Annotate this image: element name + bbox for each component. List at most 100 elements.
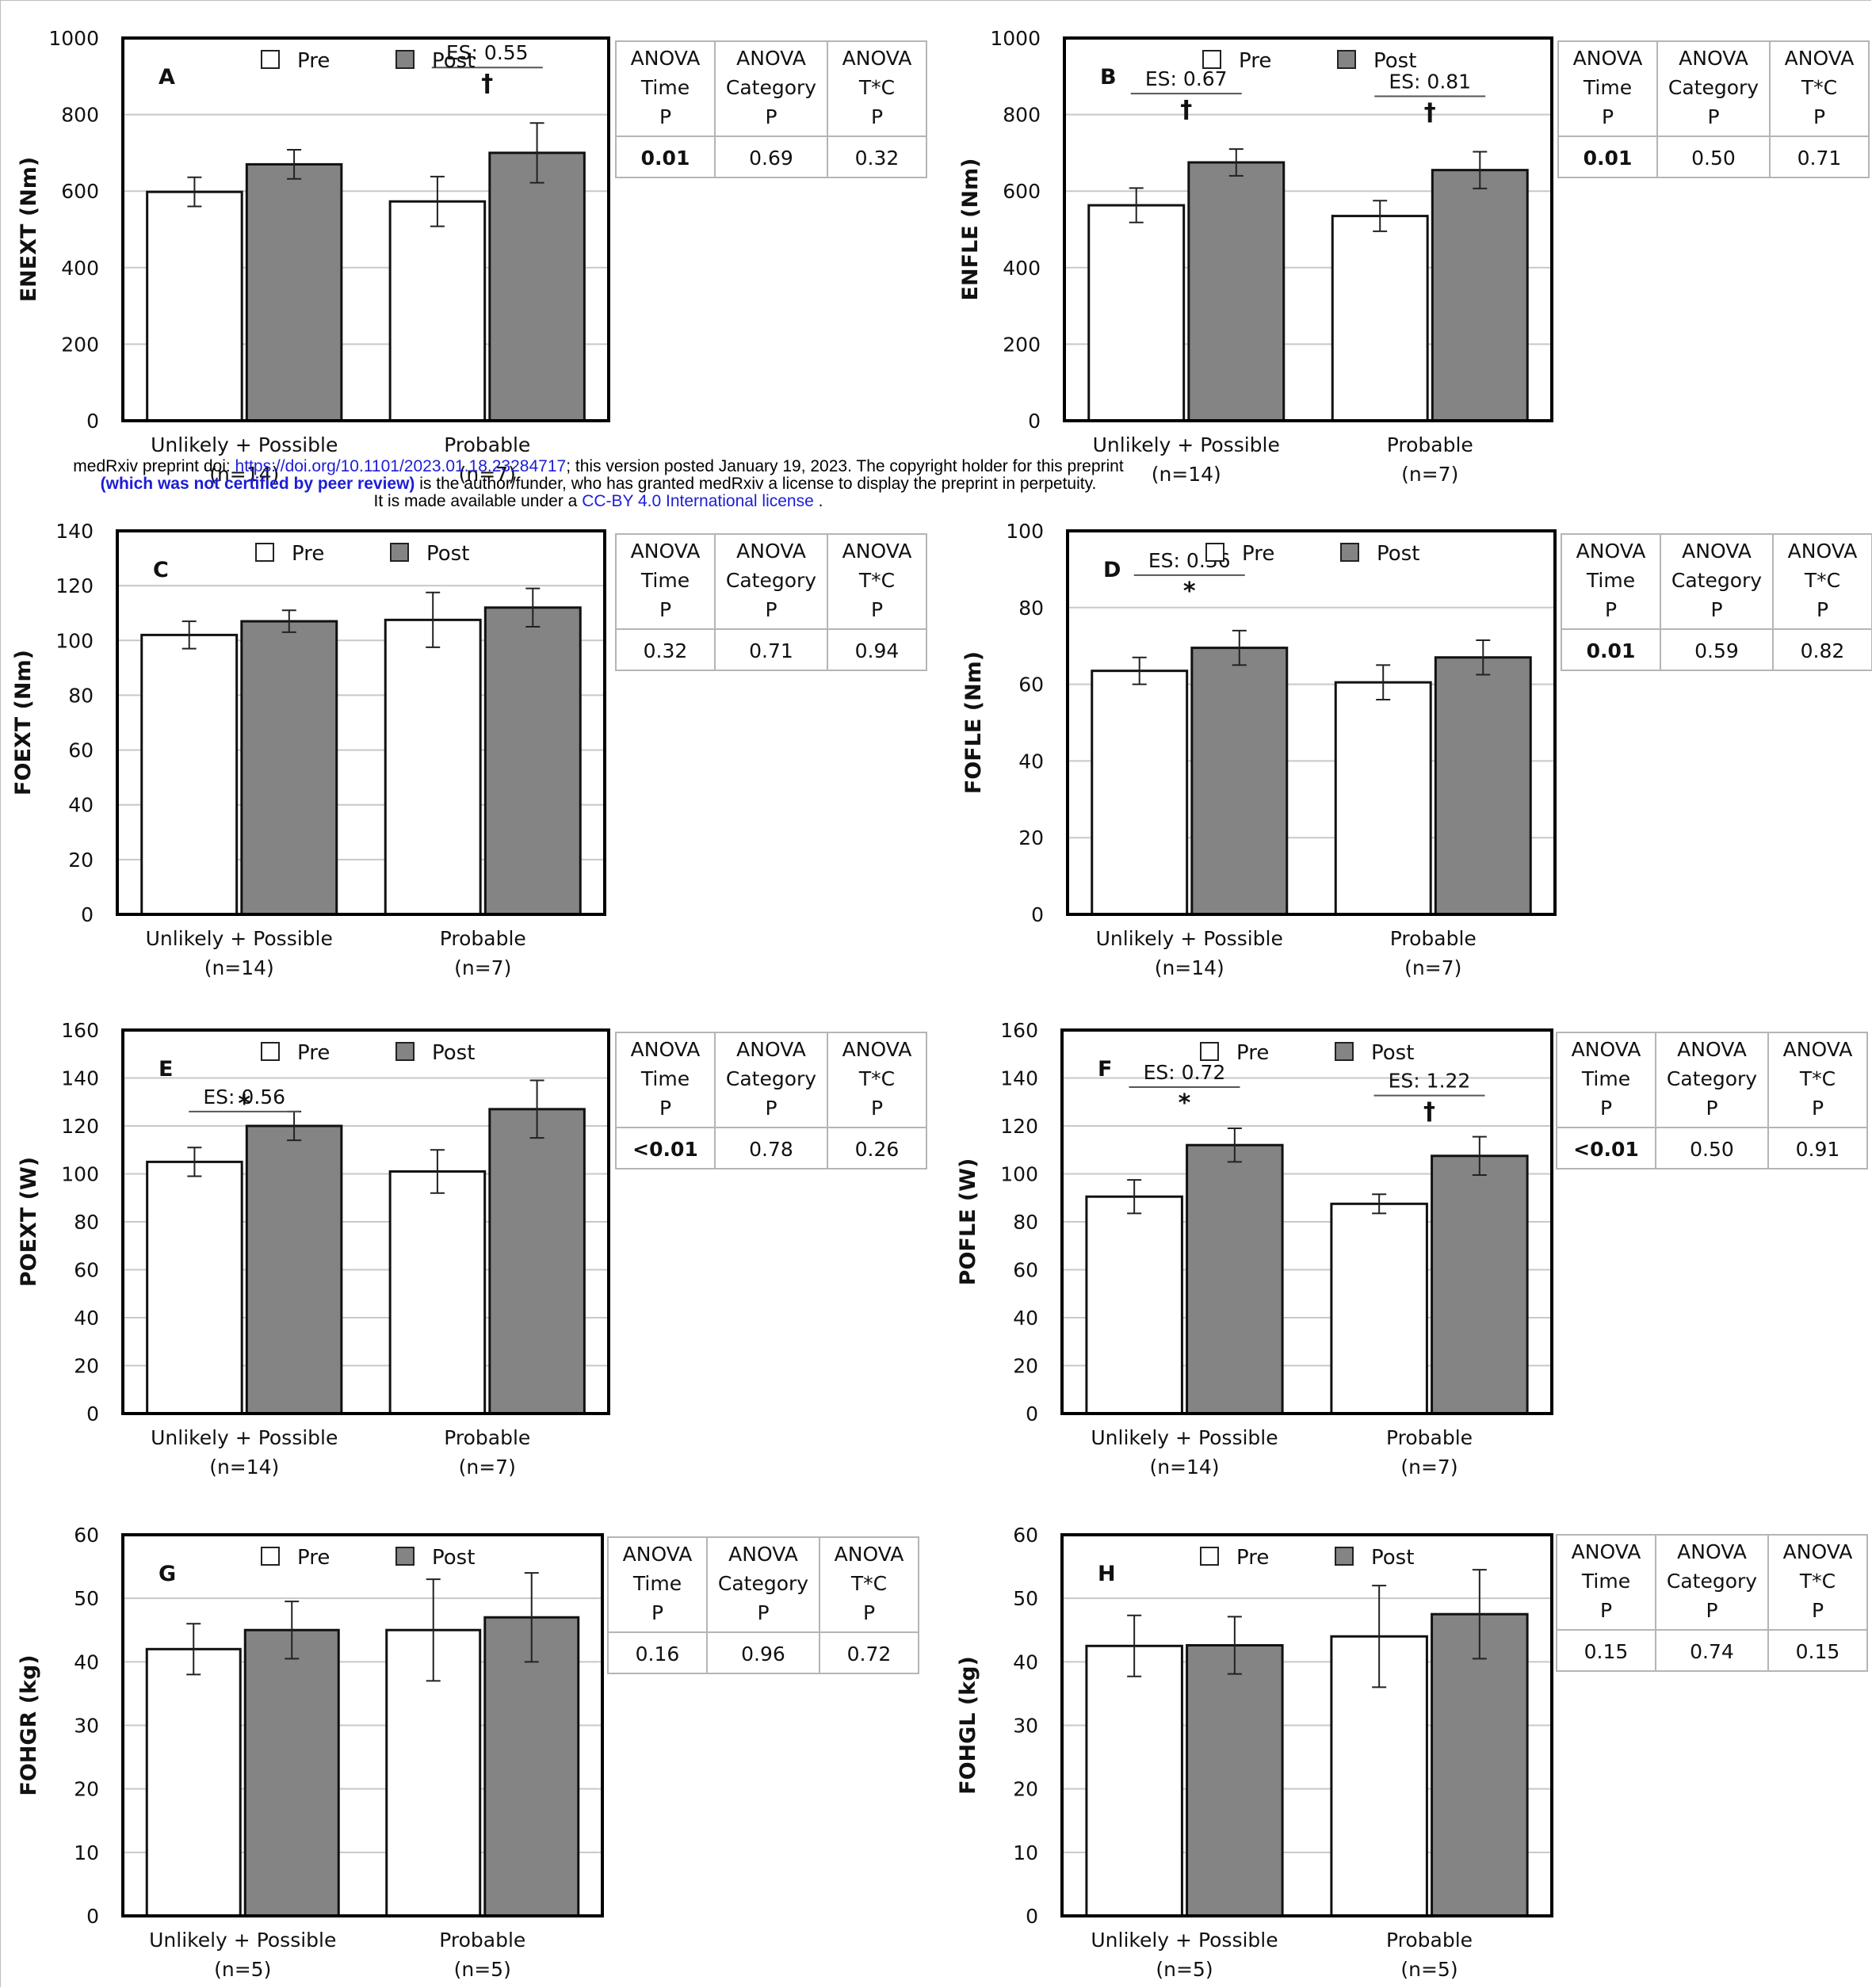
anova-table: ANOVA Time P <0.01 ANOVA Category P 0.78 ANOVA T*… — [615, 1032, 927, 1170]
bar-pre-1 — [1085, 1195, 1183, 1415]
y-tick-label: 140 — [1000, 1067, 1038, 1090]
x-tick-sublabel: (n=7) — [454, 956, 511, 979]
y-tick-label: 10 — [1013, 1841, 1038, 1864]
y-tick-label: 0 — [86, 410, 99, 433]
anova-header: P — [1706, 1097, 1717, 1120]
y-tick-label: 0 — [86, 1905, 99, 1928]
x-tick-sublabel: (n=14) — [209, 1456, 279, 1479]
y-tick-label: 0 — [1026, 1905, 1038, 1928]
y-tick-label: 200 — [1003, 333, 1041, 356]
anova-header: ANOVA — [1677, 1540, 1747, 1563]
bar-pre-2 — [1330, 1202, 1428, 1415]
anova-header: ANOVA — [736, 1038, 806, 1061]
anova-table-border — [615, 40, 927, 178]
anova-header: Time — [640, 76, 690, 99]
y-tick-label: 400 — [61, 257, 99, 280]
y-tick-label: 40 — [74, 1650, 99, 1673]
anova-header: ANOVA — [835, 1543, 904, 1566]
anova-header: T*C — [858, 1067, 895, 1090]
preprint-doi-link[interactable]: https://doi.org/10.1101/2023.01.18.23284… — [235, 457, 567, 475]
anova-p-value: 0.96 — [741, 1643, 785, 1666]
x-tick-label: Probable — [1386, 1929, 1473, 1952]
x-tick-sublabel: (n=14) — [204, 956, 274, 979]
legend-label-pre: Pre — [292, 542, 324, 566]
anova-p-value: <0.01 — [1573, 1138, 1639, 1161]
anova-header: P — [651, 1601, 663, 1624]
x-tick-label: Probable — [1387, 433, 1473, 456]
anova-table: ANOVA Time P 0.32 ANOVA Category P 0.71 ANOVA T*C… — [615, 533, 927, 671]
significance-mark: * — [1179, 1089, 1191, 1117]
y-tick-label: 800 — [1003, 104, 1041, 127]
anova-header: Category — [1671, 569, 1762, 592]
license-link[interactable]: CC-BY 4.0 International license — [582, 492, 814, 510]
anova-header: P — [1707, 105, 1719, 128]
bar-pre-1 — [146, 1160, 243, 1415]
legend-swatch-post — [395, 50, 415, 69]
anova-p-value: 0.32 — [644, 639, 688, 662]
anova-table: ANOVA Time P 0.01 ANOVA Category P 0.59 ANOVA T*C… — [1561, 533, 1872, 671]
panel-letter: G — [159, 1562, 176, 1586]
anova-header: P — [659, 1097, 671, 1120]
y-tick-label: 50 — [74, 1587, 99, 1610]
x-tick-sublabel: (n=7) — [459, 1456, 516, 1479]
x-tick-label: Unlikely + Possible — [149, 1929, 336, 1952]
anova-p-value: 0.32 — [855, 147, 900, 170]
legend-swatch-pre — [1200, 1042, 1219, 1061]
anova-header: T*C — [858, 76, 895, 99]
plot-frame — [1063, 36, 1553, 422]
anova-table: ANOVA Time P 0.01 ANOVA Category P 0.50 ANOVA T*C… — [1557, 40, 1870, 178]
y-axis-label: POFLE (W) — [956, 1158, 980, 1286]
anova-header: ANOVA — [842, 1038, 912, 1061]
anova-header: ANOVA — [631, 47, 701, 70]
y-tick-label: 40 — [1018, 750, 1044, 773]
anova-header: Category — [1667, 1067, 1757, 1090]
legend-swatch-post — [395, 1547, 415, 1566]
anova-header: T*C — [858, 569, 895, 592]
bar-post-2 — [488, 1108, 586, 1415]
anova-p-value: 0.15 — [1584, 1640, 1629, 1663]
y-tick-label: 20 — [1013, 1778, 1038, 1801]
plot-frame — [121, 36, 610, 422]
y-tick-label: 400 — [1003, 257, 1041, 280]
anova-header: Time — [1581, 1067, 1630, 1090]
preprint-doi-suffix: ; this version posted January 19, 2023. … — [566, 457, 1124, 475]
legend-label-post: Post — [432, 1546, 475, 1570]
license-prefix: It is made available under a — [373, 492, 583, 510]
anova-header: P — [659, 598, 671, 621]
y-tick-label: 40 — [74, 1307, 99, 1330]
significance-mark: * — [1183, 578, 1196, 605]
anova-header: P — [1812, 1599, 1824, 1622]
anova-header: P — [1812, 1097, 1824, 1120]
anova-header: ANOVA — [1576, 540, 1646, 563]
legend-swatch-post — [1337, 50, 1356, 69]
anova-header: P — [1813, 105, 1825, 128]
anova-header: P — [1605, 598, 1617, 621]
x-tick-label: Unlikely + Possible — [151, 433, 338, 456]
anova-header: P — [871, 598, 883, 621]
y-tick-label: 100 — [1006, 520, 1044, 543]
y-axis-label: FOEXT (Nm) — [11, 650, 36, 796]
legend-swatch-pre — [1200, 1547, 1219, 1566]
legend-label-pre: Pre — [1242, 542, 1274, 566]
anova-header: T*C — [1801, 76, 1837, 99]
bar-post-2 — [1431, 1612, 1529, 1917]
bar-post-1 — [1190, 647, 1289, 916]
significance-mark: † — [1180, 96, 1192, 124]
plot-frame — [1066, 529, 1557, 916]
x-tick-sublabel: (n=5) — [1400, 1958, 1457, 1981]
y-tick-label: 100 — [61, 1163, 99, 1186]
panel-h: 0 10 20 30 40 50 60 FOHGL (kg) Unlikely + Possib… — [956, 1524, 1868, 1981]
y-tick-label: 10 — [74, 1841, 99, 1864]
y-tick-label: 30 — [1013, 1715, 1038, 1738]
anova-header: P — [1600, 1097, 1612, 1120]
x-tick-label: Unlikely + Possible — [1093, 433, 1280, 456]
panel-d: 0 20 40 60 80 100 FOFLE (Nm) Unlikely + Possibl… — [961, 520, 1872, 979]
anova-header: P — [871, 1097, 883, 1120]
anova-header: ANOVA — [728, 1543, 798, 1566]
anova-p-value: 0.59 — [1694, 639, 1739, 662]
legend-label-pre: Pre — [297, 1546, 330, 1570]
legend-label-post: Post — [432, 1041, 475, 1065]
y-tick-label: 40 — [1013, 1650, 1038, 1673]
preprint-notice-line-1: medRxiv preprint doi: https://doi.org/10… — [0, 458, 1197, 475]
